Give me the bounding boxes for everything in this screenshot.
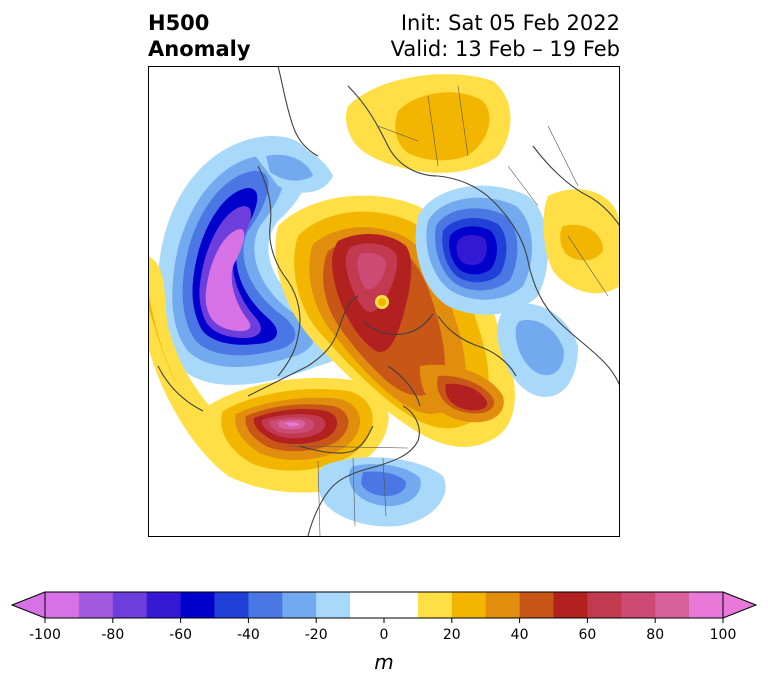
map-title-left: H500 Anomaly: [148, 10, 251, 62]
colorbar-bin: [553, 592, 588, 618]
colorbar-tick-label: 100: [710, 627, 737, 643]
colorbar-tick-label: -20: [305, 627, 328, 643]
colorbar-extend-high: [722, 591, 758, 619]
colorbar-bin: [180, 592, 215, 618]
colorbar-bin: [451, 592, 486, 618]
colorbar-tick-label: -80: [101, 627, 124, 643]
colorbar-bin: [248, 592, 283, 618]
colorbar-extend-low: [10, 591, 46, 619]
ridge-east-asia-core: [560, 224, 603, 261]
colorbar-tick-label: 80: [646, 627, 664, 643]
colorbar-tick-label: 20: [443, 627, 461, 643]
colorbar-bin: [417, 592, 453, 618]
colorbar-tick-label: 60: [578, 627, 596, 643]
map-frame: [148, 66, 620, 537]
colorbar: -100 -80 -60 -40 -20 0 20 40 60 80 100 m: [10, 591, 758, 674]
map-title-right: Init: Sat 05 Feb 2022 Valid: 13 Feb – 19…: [391, 10, 620, 62]
ridge-west-outer: [148, 256, 348, 493]
colorbar-bin: [519, 592, 554, 618]
colorbar-bin: [214, 592, 249, 618]
colorbar-unit-label: m: [374, 650, 393, 674]
colorbar-bin: [689, 592, 724, 618]
trough-alaska-core: [266, 154, 313, 181]
colorbar-bin: [282, 592, 317, 618]
trough-pacific: [157, 135, 345, 385]
colorbar-ticks: -100 -80 -60 -40 -20 0 20 40 60 80 100: [29, 618, 736, 643]
title-line-variable: H500: [148, 11, 210, 35]
colorbar-bin: [316, 592, 351, 618]
colorbar-bin: [146, 592, 181, 618]
colorbar-bin: [485, 592, 520, 618]
anomaly-map: [148, 66, 620, 537]
colorbar-tick-label: -40: [237, 627, 260, 643]
colorbar-bins: [45, 592, 724, 618]
colorbar-bin: [78, 592, 114, 618]
colorbar-tick-label: 40: [511, 627, 529, 643]
colorbar-bin: [655, 592, 690, 618]
political-borders: [287, 85, 609, 537]
ridge-us: [204, 377, 389, 485]
trough-siberia: [415, 185, 549, 315]
colorbar-tick-label: -100: [29, 627, 61, 643]
init-date-label: Init: Sat 05 Feb 2022: [400, 11, 620, 35]
coastlines: [157, 66, 620, 537]
colorbar-bin: [112, 592, 147, 618]
colorbar-bin: [350, 592, 419, 618]
title-line-field: Anomaly: [148, 37, 251, 61]
colorbar-bin: [621, 592, 656, 618]
colorbar-tick-label: -60: [169, 627, 192, 643]
trough-southeast-us-center: [361, 471, 407, 496]
colorbar-bin: [587, 592, 622, 618]
colorbar-bin: [45, 592, 80, 618]
colorbar-tick-label: 0: [380, 627, 389, 643]
valid-range-label: Valid: 13 Feb – 19 Feb: [390, 37, 620, 61]
ridge-europe: [345, 74, 511, 173]
trough-kamchatka-core: [515, 320, 564, 376]
